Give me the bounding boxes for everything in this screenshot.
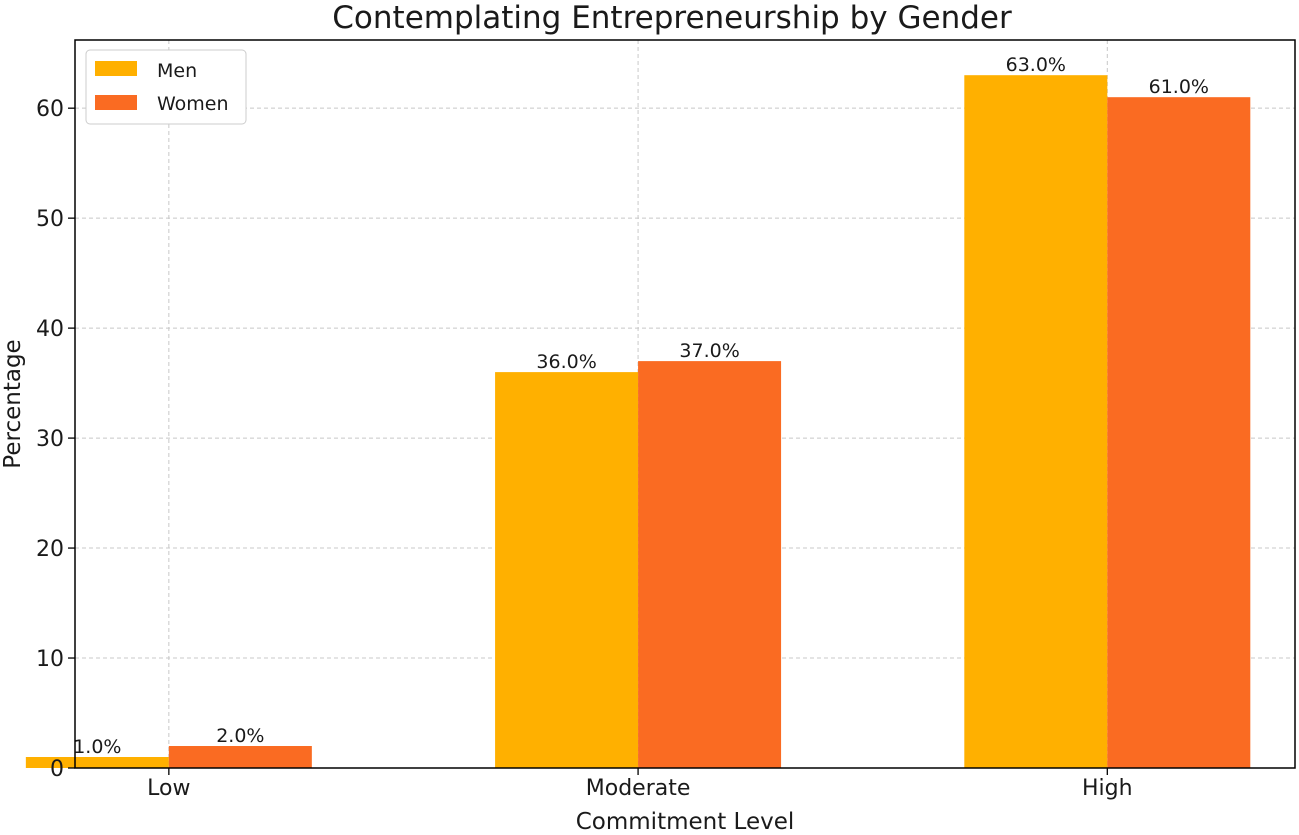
data-label-women-low: 2.0% [216, 725, 264, 747]
legend-label-men: Men [157, 60, 197, 82]
bar-women-moderate [638, 361, 782, 768]
legend-swatch-women [95, 95, 137, 110]
data-label-men-high: 63.0% [1006, 54, 1066, 76]
y-tick-label: 50 [36, 207, 64, 232]
bar-men-high [964, 75, 1108, 769]
x-tick-label-high: High [1082, 776, 1133, 801]
data-label-women-high: 61.0% [1149, 76, 1209, 98]
plot-frame [74, 39, 1296, 769]
bar-men-moderate [495, 372, 639, 768]
data-labels: 1.0% 36.0% 63.0% 2.0% 37.0% 61.0% [73, 54, 1209, 758]
legend: Men Women [85, 49, 247, 125]
chart-title: Contemplating Entrepreneurship by Gender [332, 0, 1012, 36]
legend-label-women: Women [157, 93, 229, 115]
bars [25, 75, 1251, 769]
bar-women-high [1107, 97, 1251, 769]
axis-ticks: 0 10 20 30 40 50 60 Low Moderate High [36, 97, 1133, 801]
data-label-men-low: 1.0% [73, 736, 121, 758]
data-label-women-moderate: 37.0% [679, 340, 739, 362]
y-tick-label: 0 [50, 757, 64, 782]
x-axis-label: Commitment Level [576, 809, 795, 835]
data-label-men-moderate: 36.0% [536, 351, 596, 373]
x-tick-label-moderate: Moderate [586, 776, 691, 801]
y-axis-label: Percentage [0, 339, 26, 468]
x-tick-label-low: Low [147, 776, 190, 801]
bar-women-low [168, 746, 312, 768]
y-tick-label: 60 [36, 97, 64, 122]
y-tick-label: 20 [36, 537, 64, 562]
bar-men-low [25, 757, 169, 768]
y-tick-label: 10 [36, 647, 64, 672]
y-tick-label: 40 [36, 317, 64, 342]
legend-swatch-men [95, 61, 137, 76]
y-tick-label: 30 [36, 427, 64, 452]
